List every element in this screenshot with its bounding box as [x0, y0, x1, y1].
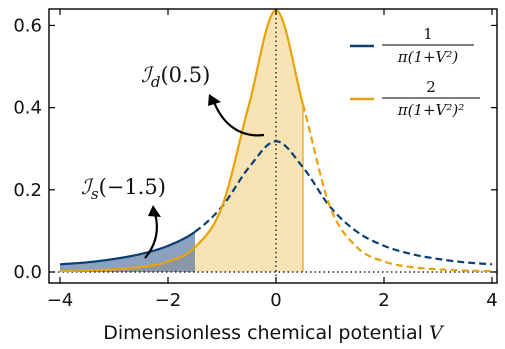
- legend-entry-1-denominator: π(1+V²): [397, 48, 459, 66]
- legend: 1 π(1+V²) 2 π(1+V²)²: [350, 25, 480, 119]
- x-tick-label: 2: [378, 290, 389, 311]
- plot-frame: [48, 8, 498, 284]
- axis-ticks: −4 −2 0 2 4 0.0 0.2 0.4 0.6: [13, 9, 498, 311]
- x-tick-label: 0: [270, 290, 281, 311]
- series-2-solid-line: [59, 9, 305, 273]
- reference-lines: [49, 9, 497, 283]
- series-2-dashed-line: [301, 104, 493, 273]
- x-tick-label: −4: [47, 290, 74, 311]
- legend-entry-2-denominator: π(1+V²)²: [397, 101, 465, 119]
- legend-entry-2-numerator: 2: [426, 78, 436, 96]
- x-tick-label: 4: [486, 290, 497, 311]
- shaded-area-series-2: [60, 10, 303, 272]
- x-tick-label: −2: [155, 290, 182, 311]
- annotation-is-arrow: [144, 213, 158, 259]
- x-axis-title: Dimensionless chemical potential V: [103, 322, 445, 344]
- y-tick-label: 0.4: [13, 98, 42, 119]
- series-1-solid-line: [59, 230, 196, 266]
- y-tick-label: 0.0: [13, 262, 42, 283]
- series-curves: [59, 9, 493, 273]
- annotation-is-arrowhead: [148, 205, 161, 217]
- annotation-id-arrowhead: [208, 94, 221, 106]
- y-tick-label: 0.2: [13, 180, 42, 201]
- annotation-id-arrow: [212, 101, 265, 137]
- annotation-is: ℐs(−1.5): [81, 175, 166, 203]
- shaded-area-series-1: [60, 231, 195, 272]
- y-tick-label: 0.6: [13, 15, 42, 36]
- annotation-id: ℐd(0.5): [141, 63, 210, 91]
- shaded-areas: [60, 10, 304, 272]
- legend-entry-1-numerator: 1: [423, 25, 433, 43]
- series-1-dashed-line: [194, 140, 493, 266]
